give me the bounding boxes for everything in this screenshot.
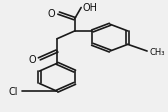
Text: OH: OH: [83, 3, 98, 13]
Text: O: O: [48, 8, 55, 18]
Text: CH₃: CH₃: [150, 47, 165, 56]
Text: Cl: Cl: [9, 86, 18, 96]
Text: O: O: [28, 54, 36, 64]
